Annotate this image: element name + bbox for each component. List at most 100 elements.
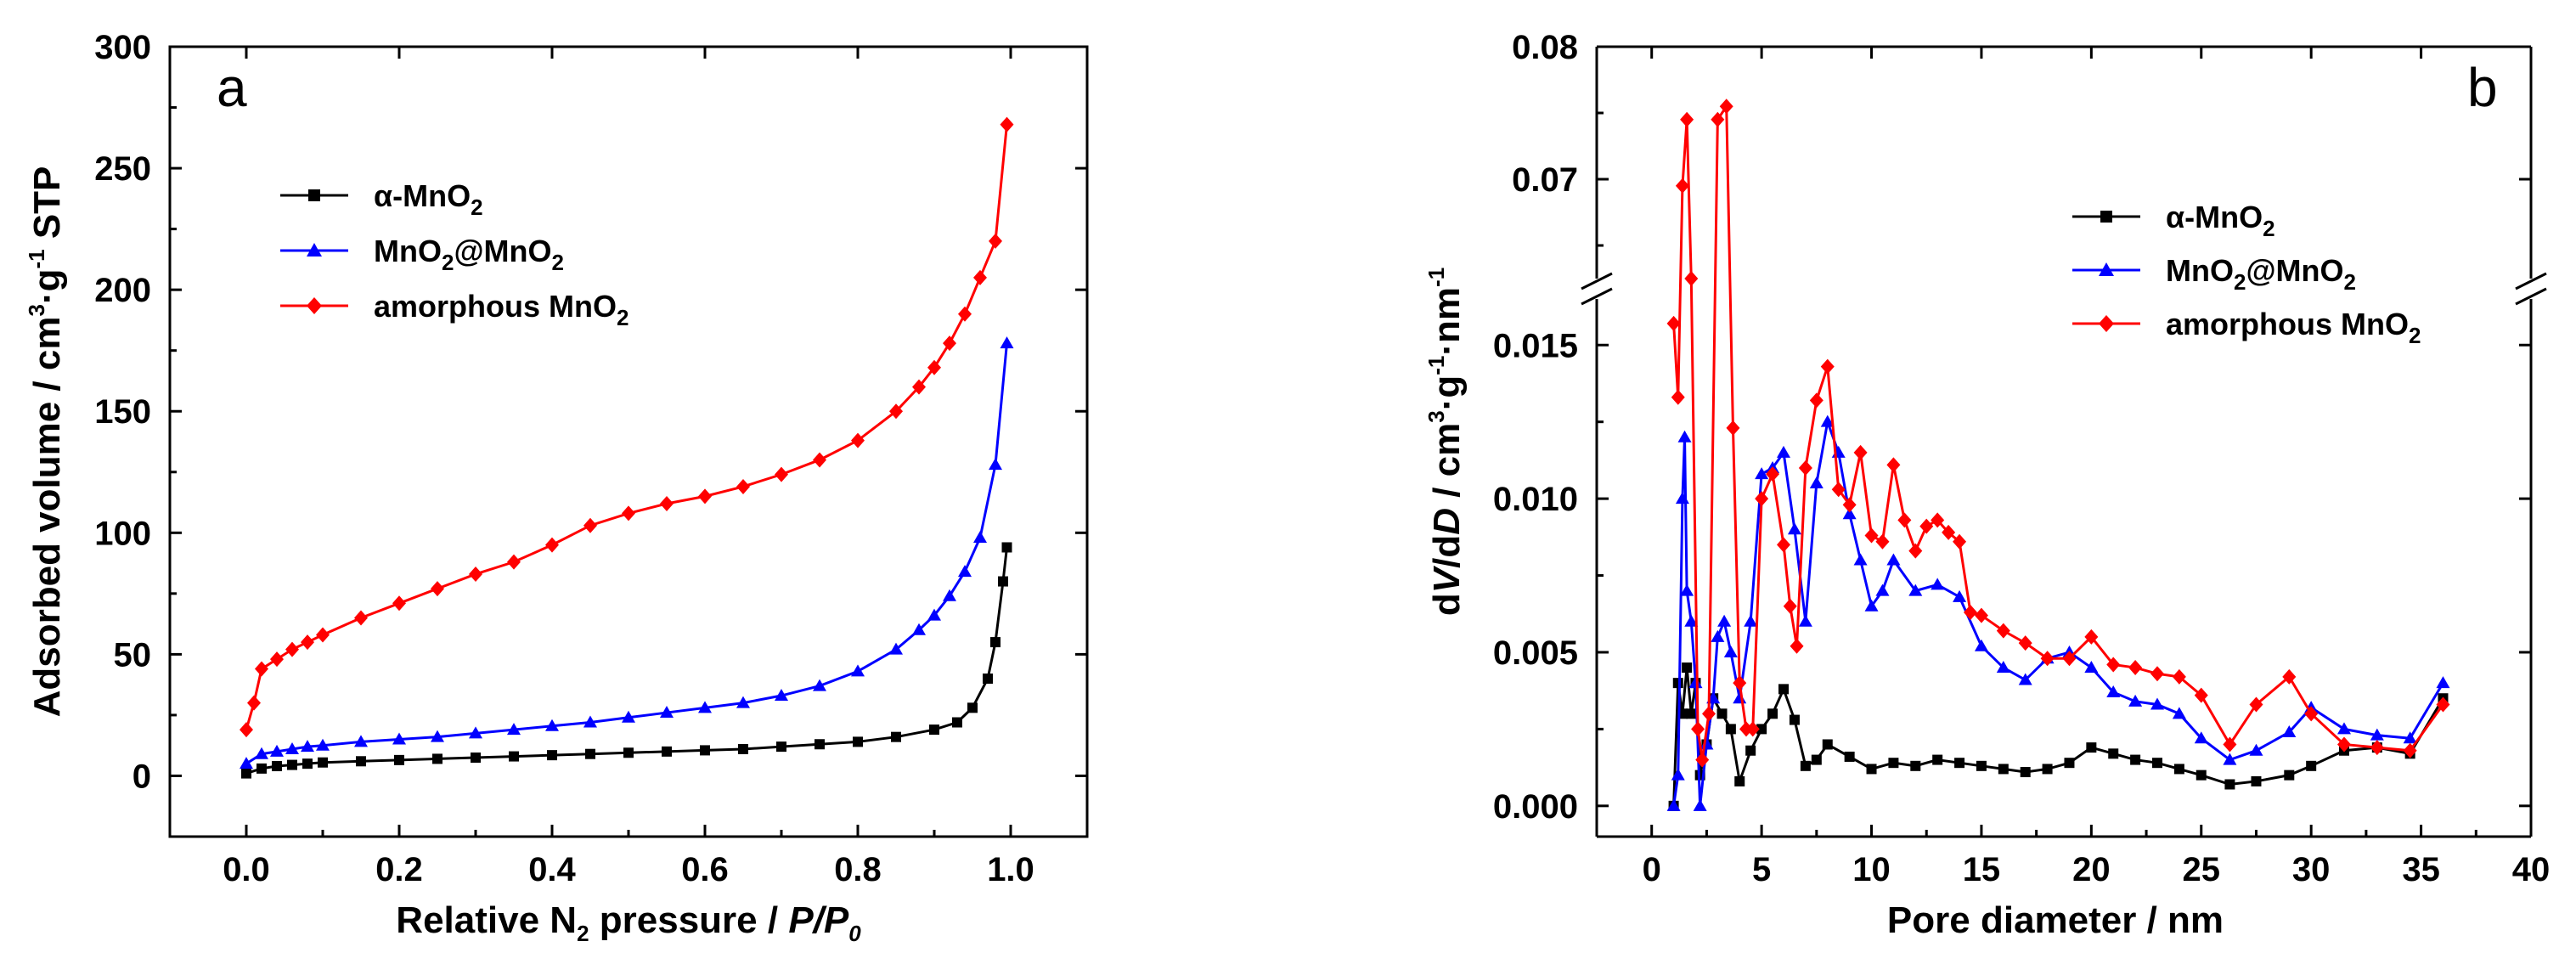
b-data-point — [1864, 599, 1879, 612]
b-series-1 — [1666, 414, 2450, 811]
b-data-point — [1682, 662, 1693, 674]
b-data-point — [2223, 753, 2237, 765]
b-data-point — [2196, 770, 2207, 781]
panel-a: a 0.0 0.2 0.4 0.6 0.8 1.0 050100150200250300 … — [24, 29, 1089, 946]
b-data-point — [2304, 706, 2319, 722]
a-legend-label-alpha: α-MnO2 — [374, 178, 483, 220]
a-data-point — [973, 531, 987, 544]
a-data-point — [507, 723, 521, 736]
b-data-point — [1677, 430, 1692, 443]
a-xlabel-sub: 2 — [577, 921, 589, 946]
a-xlabel-middle: pressure / — [589, 899, 789, 941]
b-data-point — [1734, 775, 1745, 786]
b-data-point — [1866, 764, 1877, 775]
b-data-point — [1725, 724, 1736, 735]
a-ylabel-sup1: 3 — [24, 304, 49, 316]
b-data-point — [2084, 661, 2099, 674]
panel-a-legend: α-MnO2 MnO2@MnO2 amorphous MnO2 — [280, 178, 628, 330]
a-data-point — [301, 740, 314, 753]
b-data-point — [1666, 798, 1681, 811]
a-data-point — [272, 761, 282, 772]
b-data-point — [1942, 524, 1956, 540]
b-data-point — [2251, 775, 2262, 786]
a-legend-cs-sub: 2 — [442, 250, 454, 275]
b-data-point — [2249, 743, 2263, 756]
b-data-point — [1711, 629, 1725, 642]
b-break-gap-right — [2514, 280, 2548, 297]
a-ylabel-sup2: -1 — [24, 249, 49, 268]
b-data-point — [1756, 724, 1767, 735]
a-y-tick-label: 300 — [94, 29, 151, 66]
b-data-point — [1695, 752, 1710, 768]
b-data-point — [1954, 758, 1965, 769]
a-series-1 — [240, 336, 1014, 770]
a-x-tick-label: 0.2 — [375, 851, 423, 888]
b-x-tick-label: 30 — [2292, 851, 2331, 888]
panel-b-x-axis-label: Pore diameter / nm — [1887, 899, 2224, 941]
b-data-point — [2172, 668, 2186, 685]
b-data-point — [1842, 497, 1857, 513]
a-data-point — [891, 731, 901, 742]
b-data-point — [1888, 758, 1899, 769]
a-legend-marker-core-shell — [307, 243, 322, 257]
b-data-point — [2172, 707, 2186, 719]
b-break-left-1 — [1581, 272, 1613, 290]
b-ylabel-dot2: ·nm — [1426, 287, 1468, 356]
panel-b-tag: b — [2467, 57, 2498, 118]
b-data-point — [1974, 639, 1988, 651]
a-xlabel-prefix: Relative N — [396, 899, 577, 941]
b-series-line — [1672, 102, 2444, 760]
a-data-point — [247, 695, 261, 711]
b-x-tick-label: 20 — [2072, 851, 2111, 888]
b-data-point — [1672, 678, 1683, 689]
b-data-point — [1745, 721, 1760, 737]
a-data-point — [432, 753, 442, 764]
a-ylabel-dot: ·g — [26, 269, 68, 305]
a-data-point — [356, 756, 366, 767]
b-legend-am-main: amorphous MnO — [2166, 307, 2409, 341]
a-data-point — [736, 696, 750, 708]
b-data-point — [1931, 512, 1945, 528]
b-series-2 — [1666, 99, 2450, 768]
a-y-tick-label: 0 — [132, 758, 151, 795]
b-data-point — [1675, 492, 1689, 505]
a-x-tick-label: 1.0 — [987, 851, 1034, 888]
b-ylabel-sup1: 3 — [1423, 410, 1449, 422]
b-legend-item-amorphous: amorphous MnO2 — [2072, 307, 2421, 348]
b-data-point — [2306, 760, 2317, 771]
a-data-point — [394, 754, 404, 765]
a-legend-am-sub: 2 — [617, 305, 628, 330]
b-data-point — [1964, 604, 1977, 620]
a-legend-cs-main2: @MnO — [454, 234, 551, 268]
b-data-point — [1671, 389, 1685, 405]
b-y-tick-label: 0.000 — [1493, 788, 1578, 826]
a-data-point — [285, 741, 299, 754]
a-y-tick-label: 250 — [94, 150, 151, 188]
a-y-tick-label: 150 — [94, 393, 151, 431]
a-data-point — [943, 589, 956, 601]
a-data-point — [316, 627, 330, 643]
a-legend-item-alpha: α-MnO2 — [280, 178, 483, 220]
b-data-point — [1875, 533, 1890, 550]
b-data-point — [1787, 522, 1801, 535]
a-data-point — [813, 452, 826, 468]
a-data-point — [851, 664, 865, 677]
b-data-point — [1755, 491, 1769, 507]
b-data-point — [1931, 578, 1945, 590]
a-data-point — [240, 722, 253, 738]
b-data-point — [2106, 685, 2121, 697]
b-data-point — [1777, 445, 1790, 458]
b-data-point — [1744, 614, 1758, 627]
a-data-point — [431, 581, 444, 597]
panel-a-tag: a — [217, 57, 247, 118]
b-data-point — [1717, 614, 1732, 627]
a-data-point — [392, 595, 406, 612]
a-data-point — [990, 637, 1001, 648]
b-data-point — [2128, 660, 2143, 676]
a-legend-cs-sub2: 2 — [552, 250, 564, 275]
b-data-point — [2018, 635, 2032, 651]
b-data-point — [2106, 657, 2121, 673]
b-x-tick-label: 0 — [1643, 851, 1661, 888]
a-data-point — [302, 758, 313, 770]
a-y-tick-label: 200 — [94, 272, 151, 309]
